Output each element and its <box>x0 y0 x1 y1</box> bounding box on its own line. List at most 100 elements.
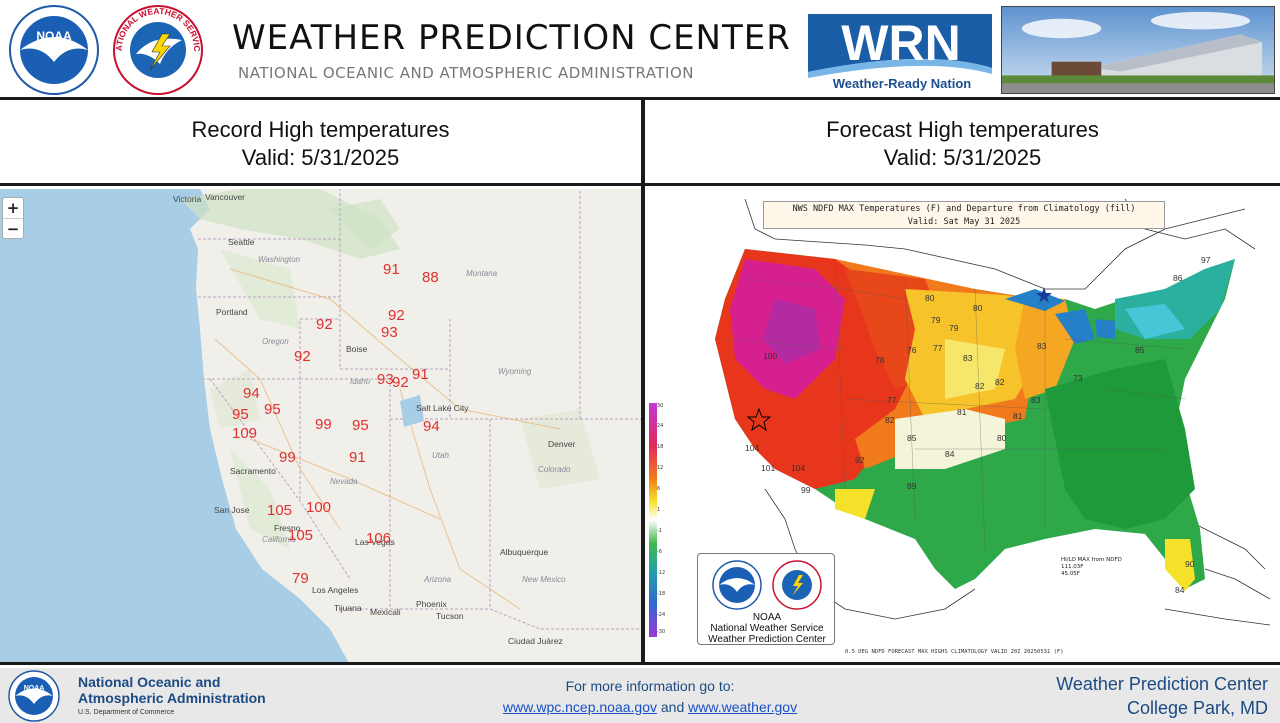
footer: NOAA National Oceanic and Atmospheric Ad… <box>0 668 1280 723</box>
record-high-value[interactable]: 92 <box>316 316 333 333</box>
footer-link-join: and <box>660 699 685 715</box>
city-label: Portland <box>216 307 248 317</box>
record-high-value[interactable]: 95 <box>264 401 281 418</box>
forecast-value: 73 <box>1073 373 1083 383</box>
record-high-value[interactable]: 109 <box>232 425 258 442</box>
record-high-value[interactable]: 91 <box>412 366 429 383</box>
forecast-highs-valid-date: Valid: 5/31/2025 <box>883 145 1042 170</box>
wrn-tagline: Weather-Ready Nation <box>832 76 972 91</box>
legend-tick: 12 <box>657 465 664 471</box>
logo-box-noaa: NOAA <box>752 612 782 623</box>
logo-box-wpc: Weather Prediction Center <box>708 634 826 645</box>
record-high-value[interactable]: 88 <box>422 269 439 286</box>
zoom-out-button[interactable]: − <box>3 218 23 238</box>
forecast-value: 79 <box>949 323 959 333</box>
city-label: Denver <box>548 439 576 449</box>
city-label: San Jose <box>214 505 250 515</box>
header: NOAA NATIONAL WEATHER SERVICE WEATHER PR… <box>0 0 1280 100</box>
record-high-value[interactable]: 92 <box>392 374 409 391</box>
wpc-website-link[interactable]: www.wpc.ncep.noaa.gov <box>502 699 657 715</box>
record-high-value[interactable]: 92 <box>388 307 405 324</box>
legend-tick: -18 <box>657 591 666 597</box>
forecast-highs-title-box: Forecast High temperatures Valid: 5/31/2… <box>645 100 1280 186</box>
footer-agency-line2: Atmospheric Administration <box>78 690 266 706</box>
legend-tick: 6 <box>657 486 661 492</box>
record-high-value[interactable]: 106 <box>366 530 392 547</box>
record-high-value[interactable]: 79 <box>292 570 309 587</box>
state-label: Idaho <box>350 377 371 386</box>
forecast-value: 80 <box>925 293 935 303</box>
forecast-value: 82 <box>975 381 985 391</box>
wrn-logo: WRN <box>806 8 996 94</box>
city-label: Fresno <box>274 523 301 533</box>
legend-tick: 18 <box>657 444 664 450</box>
zoom-in-button[interactable]: + <box>6 199 20 217</box>
city-label: Albuquerque <box>500 547 549 557</box>
record-high-value[interactable]: 94 <box>243 385 260 402</box>
city-label: Tucson <box>436 611 464 621</box>
forecast-value: 80 <box>973 303 983 313</box>
record-highs-map[interactable]: + − Vancouver Victoria Seattle Portland … <box>0 189 641 665</box>
city-label: Mexicali <box>370 607 401 617</box>
page-title: WEATHER PREDICTION CENTER <box>232 18 791 58</box>
city-label: Tijuana <box>334 603 362 613</box>
record-high-value[interactable]: 105 <box>288 527 314 544</box>
legend-tick: -24 <box>657 612 666 618</box>
forecast-value: 101 <box>761 463 776 473</box>
noaa-logo: NOAA <box>9 5 99 95</box>
zoom-control: + − <box>2 197 24 239</box>
wrn-logo-text: WRN <box>841 15 960 71</box>
hilo-lo-value: 45.05F <box>1061 571 1080 577</box>
record-high-value[interactable]: 95 <box>232 406 249 423</box>
forecast-value: 92 <box>855 455 865 465</box>
forecast-value: 83 <box>1037 341 1047 351</box>
forecast-value: 104 <box>791 463 806 473</box>
legend-tick: 1 <box>657 507 661 513</box>
city-label: Los Angeles <box>312 585 359 595</box>
logo-box-nws: National Weather Service <box>710 623 824 634</box>
forecast-highs-title: Forecast High temperatures <box>826 117 1099 142</box>
city-label: Salt Lake City <box>416 403 469 413</box>
footer-info-text: For more information go to: <box>565 678 735 694</box>
record-high-value[interactable]: 105 <box>267 502 293 519</box>
forecast-value: 85 <box>1135 345 1145 355</box>
footer-noaa-logo: NOAA <box>8 670 60 722</box>
record-high-value[interactable]: 91 <box>349 449 366 466</box>
forecast-temperature-fill <box>649 198 1271 637</box>
legend-tick: -12 <box>657 570 666 576</box>
forecast-value: 89 <box>907 481 917 491</box>
city-label: Las Vegas <box>355 537 395 547</box>
record-high-value[interactable]: 93 <box>377 371 394 388</box>
forecast-value: 82 <box>995 377 1005 387</box>
record-high-value[interactable]: 99 <box>279 449 296 466</box>
forecast-value: 99 <box>801 485 811 495</box>
forecast-value: 79 <box>931 315 941 325</box>
panel-divider <box>641 100 645 665</box>
city-label: Vancouver <box>205 192 246 202</box>
record-high-value[interactable]: 94 <box>423 418 440 435</box>
record-high-value[interactable]: 91 <box>383 261 400 278</box>
weather-gov-link[interactable]: www.weather.gov <box>688 699 798 715</box>
forecast-value: 81 <box>1013 411 1023 421</box>
hilo-hi-value: 111.03F <box>1061 564 1084 570</box>
nws-logo: NATIONAL WEATHER SERVICE <box>112 4 203 95</box>
ndfd-footer-note: 0.5 DEG NDFD FORECAST MAX HIGHS CLIMATOL… <box>845 649 1064 655</box>
footer-links: www.wpc.ncep.noaa.gov and www.weather.go… <box>440 699 860 715</box>
record-highs-title: Record High temperatures <box>191 117 450 142</box>
legend-color-bar <box>649 403 657 637</box>
noaa-logo-text: NOAA <box>36 29 72 43</box>
record-high-value[interactable]: 99 <box>315 416 332 433</box>
record-high-value[interactable]: 93 <box>381 324 398 341</box>
record-high-value[interactable]: 92 <box>294 348 311 365</box>
city-label: Seattle <box>228 237 255 247</box>
city-label: Ciudad Juárez <box>508 636 563 646</box>
hilo-max-legend: HI/LO MAX from NDFD 111.03F 45.05F <box>1061 557 1122 578</box>
record-highs-title-box: Record High temperatures Valid: 5/31/202… <box>0 100 641 186</box>
legend-tick: -30 <box>657 629 666 635</box>
forecast-value: 76 <box>907 345 917 355</box>
forecast-value: 83 <box>963 353 973 363</box>
footer-wpc-name: Weather Prediction Center <box>1056 674 1268 694</box>
record-high-value[interactable]: 95 <box>352 417 369 434</box>
record-high-value[interactable]: 100 <box>306 499 332 516</box>
basemap <box>0 189 641 662</box>
